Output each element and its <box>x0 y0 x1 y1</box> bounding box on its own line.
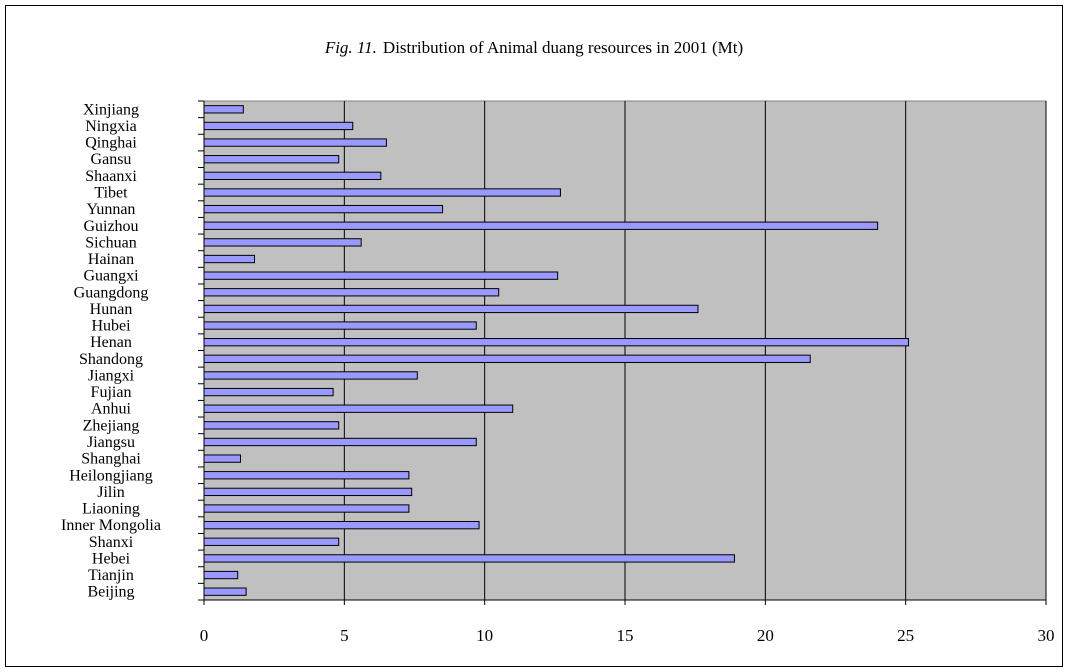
category-label: Qinghai <box>85 135 137 152</box>
bar-xinjiang <box>203 105 244 114</box>
x-tick-label: 20 <box>757 626 774 645</box>
category-label: Guizhou <box>83 218 138 235</box>
category-label: Hunan <box>90 301 133 318</box>
bar-qinghai <box>203 138 387 147</box>
category-label: Guangxi <box>83 268 139 285</box>
category-label: Tianjin <box>88 567 134 584</box>
bar-fujian <box>203 387 334 397</box>
category-label: Shanghai <box>81 451 141 468</box>
bar-guangdong <box>203 288 500 297</box>
category-label: Fujian <box>91 384 132 401</box>
bar-beijing <box>203 587 247 596</box>
bar-hebei <box>203 554 735 563</box>
category-label: Zhejiang <box>83 417 140 434</box>
bar-henan <box>203 338 909 347</box>
bar-hubei <box>203 321 477 330</box>
category-label: Hainan <box>88 251 134 268</box>
bar-hunan <box>203 304 699 314</box>
bar-ningxia <box>203 121 354 131</box>
category-label: Jiangxi <box>88 367 135 384</box>
chart-title: Fig. 11. Distribution of Animal duang res… <box>324 38 743 57</box>
category-label: Hebei <box>92 550 131 567</box>
category-label: Ningxia <box>85 118 137 135</box>
bar-tianjin <box>203 570 239 580</box>
category-label: Inner Mongolia <box>61 517 161 534</box>
category-label: Tibet <box>94 184 128 201</box>
chart-title-text: Distribution of Animal duang resources i… <box>383 38 743 57</box>
category-label: Hubei <box>91 318 131 335</box>
category-labels: XinjiangNingxiaQinghaiGansuShaanxiTibetY… <box>61 101 161 600</box>
x-tick-labels: 0 5 10 15 20 25 30 <box>200 626 1055 645</box>
bar-heilongjiang <box>203 471 410 480</box>
category-label: Shanxi <box>89 534 134 551</box>
bar-shanxi <box>203 537 340 546</box>
chart-title-prefix: Fig. 11. <box>324 38 377 57</box>
bar-shanghai <box>203 454 241 463</box>
x-tick-label: 10 <box>476 626 493 645</box>
bar-inner-mongolia <box>203 520 480 530</box>
x-tick-label: 0 <box>200 626 209 645</box>
bar-sichuan <box>203 238 362 247</box>
category-label: Beijing <box>87 584 134 601</box>
category-label: Xinjiang <box>83 101 139 118</box>
bar-liaoning <box>203 504 410 513</box>
category-label: Gansu <box>91 151 132 168</box>
gridlines <box>343 101 1047 600</box>
category-label: Shaanxi <box>85 168 137 185</box>
bar-yunnan <box>203 204 444 214</box>
x-tick-label: 5 <box>340 626 349 645</box>
category-label: Guangdong <box>74 284 149 301</box>
bar-shandong <box>203 354 811 363</box>
bar-gansu <box>203 155 340 164</box>
category-label: Jiangsu <box>87 434 135 451</box>
bar-guizhou <box>203 221 879 230</box>
bar-zhejiang <box>203 421 340 430</box>
x-tick-label: 25 <box>897 626 914 645</box>
x-tick-label: 30 <box>1038 626 1055 645</box>
category-label: Anhui <box>91 401 132 418</box>
category-label: Henan <box>90 334 132 351</box>
x-tick-label: 15 <box>617 626 634 645</box>
bar-tibet <box>203 188 561 197</box>
category-label: Shandong <box>79 351 143 368</box>
bar-anhui <box>203 404 514 413</box>
category-label: Yunnan <box>87 201 136 218</box>
category-label: Heilongjiang <box>69 467 153 484</box>
bar-jiangsu <box>203 437 477 447</box>
axes <box>198 100 1047 605</box>
bar-shaanxi <box>203 171 382 181</box>
bar-guangxi <box>203 271 559 280</box>
category-label: Jilin <box>97 484 125 501</box>
bar-jilin <box>203 487 413 497</box>
category-label: Liaoning <box>82 501 140 518</box>
bar-hainan <box>203 254 256 264</box>
category-label: Sichuan <box>85 234 137 251</box>
bar-jiangxi <box>203 371 418 380</box>
